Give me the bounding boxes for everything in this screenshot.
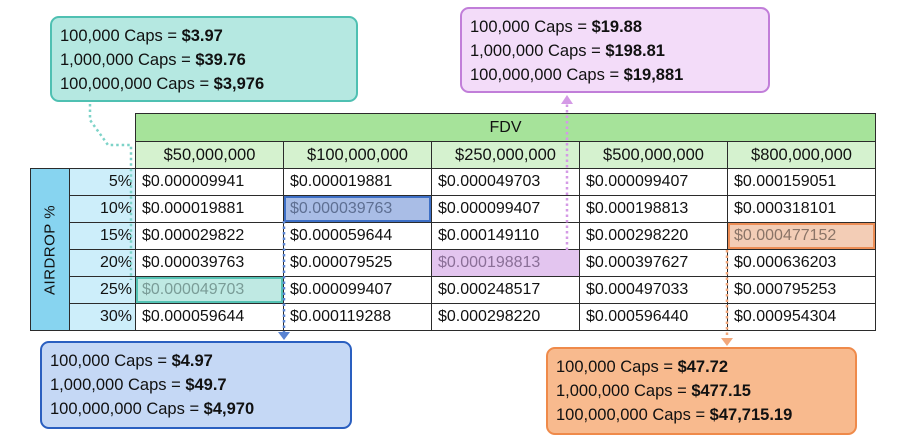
highlighted-cell-purple: $0.000198813 — [431, 249, 580, 277]
orange-arrowhead — [721, 338, 733, 346]
table-cell: $0.000099407 — [431, 195, 580, 223]
column-header-row: $50,000,000 $100,000,000 $250,000,000 $5… — [31, 141, 876, 169]
callout-label: 100,000 Caps = — [470, 18, 592, 36]
callout-value: $47.72 — [677, 358, 729, 376]
column-header: $50,000,000 — [135, 141, 284, 169]
callout-value: $4.97 — [171, 352, 213, 370]
callout-line: 100,000 Caps = $4.97 — [50, 349, 342, 373]
column-header: $500,000,000 — [579, 141, 728, 169]
callout-value: $3,976 — [213, 75, 265, 93]
callout-line: 100,000,000 Caps = $3,976 — [60, 72, 348, 96]
callout-line: 100,000 Caps = $47.72 — [556, 355, 847, 379]
callout-value: $198.81 — [605, 42, 665, 60]
callout-value: $19,881 — [623, 66, 684, 84]
table-row: 20% $0.000039763 $0.000079525 $0.0001988… — [31, 249, 876, 277]
table-cell: $0.000397627 — [579, 249, 728, 277]
table-cell: $0.000159051 — [727, 168, 876, 196]
row-header: 10% — [69, 195, 136, 223]
table-cell: $0.000248517 — [431, 276, 580, 304]
callout-label: 100,000,000 Caps = — [60, 75, 214, 93]
table-cell: $0.000049703 — [431, 168, 580, 196]
callout-line: 100,000,000 Caps = $4,970 — [50, 397, 342, 421]
table-cell: $0.000059644 — [135, 303, 284, 331]
row-header: 15% — [69, 222, 136, 250]
table-cell: $0.000099407 — [283, 276, 432, 304]
callout-label: 1,000,000 Caps = — [50, 376, 186, 394]
table-cell: $0.000636203 — [727, 249, 876, 277]
callout-purple: 100,000 Caps = $19.88 1,000,000 Caps = $… — [460, 7, 770, 93]
airdrop-axis-text: AIRDROP % — [41, 204, 59, 295]
row-header: 30% — [69, 303, 136, 331]
fdv-header: FDV — [135, 113, 876, 142]
row-header: 25% — [69, 276, 136, 304]
airdrop-axis-label: AIRDROP % — [30, 168, 70, 331]
callout-blue: 100,000 Caps = $4.97 1,000,000 Caps = $4… — [40, 341, 352, 429]
callout-line: 1,000,000 Caps = $198.81 — [470, 39, 760, 63]
column-header: $100,000,000 — [283, 141, 432, 169]
table-cell: $0.000795253 — [727, 276, 876, 304]
table-cell: $0.000596440 — [579, 303, 728, 331]
callout-orange: 100,000 Caps = $47.72 1,000,000 Caps = $… — [546, 347, 857, 435]
table-cell: $0.000059644 — [283, 222, 432, 250]
callout-line: 1,000,000 Caps = $477.15 — [556, 379, 847, 403]
callout-value: $47,715.19 — [709, 406, 793, 424]
table-row: 30% $0.000059644 $0.000119288 $0.0002982… — [31, 303, 876, 331]
column-header: $800,000,000 — [727, 141, 876, 169]
callout-line: 1,000,000 Caps = $39.76 — [60, 48, 348, 72]
table-cell: $0.000298220 — [431, 303, 580, 331]
callout-label: 1,000,000 Caps = — [470, 42, 606, 60]
callout-line: 1,000,000 Caps = $49.7 — [50, 373, 342, 397]
table-cell: $0.000019881 — [135, 195, 284, 223]
table-cell: $0.000149110 — [431, 222, 580, 250]
table-cell: $0.000318101 — [727, 195, 876, 223]
callout-label: 1,000,000 Caps = — [60, 51, 196, 69]
callout-label: 100,000 Caps = — [556, 358, 678, 376]
callout-value: $19.88 — [591, 18, 643, 36]
callout-label: 1,000,000 Caps = — [556, 382, 692, 400]
callout-line: 100,000,000 Caps = $47,715.19 — [556, 403, 847, 427]
callout-label: 100,000,000 Caps = — [556, 406, 710, 424]
table-row: AIRDROP % 5% $0.000009941 $0.000019881 $… — [30, 168, 876, 331]
row-header: 20% — [69, 249, 136, 277]
table-row: 15% $0.000029822 $0.000059644 $0.0001491… — [31, 222, 876, 250]
callout-label: 100,000,000 Caps = — [50, 400, 204, 418]
callout-value: $477.15 — [691, 382, 751, 400]
callout-line: 100,000 Caps = $3.97 — [60, 24, 348, 48]
table-row: 10% $0.000019881 $0.000039763 $0.0000994… — [31, 195, 876, 223]
table-cell: $0.000954304 — [727, 303, 876, 331]
highlighted-cell-blue: $0.000039763 — [283, 195, 432, 223]
blue-arrowhead — [278, 332, 290, 340]
table-cell: $0.000039763 — [135, 249, 284, 277]
callout-line: 100,000 Caps = $19.88 — [470, 15, 760, 39]
table-row: 25% $0.000049703 $0.000099407 $0.0002485… — [31, 276, 876, 304]
row-header: 5% — [69, 168, 136, 196]
callout-teal: 100,000 Caps = $3.97 1,000,000 Caps = $3… — [50, 16, 358, 102]
purple-arrowhead — [561, 95, 573, 104]
callout-label: 100,000,000 Caps = — [470, 66, 624, 84]
table-cell: $0.000009941 — [135, 168, 284, 196]
table-cell: $0.000019881 — [283, 168, 432, 196]
table-cell: $0.000029822 — [135, 222, 284, 250]
table-cell: $0.000079525 — [283, 249, 432, 277]
highlighted-cell-teal: $0.000049703 — [135, 276, 284, 304]
table-cell: $0.000119288 — [283, 303, 432, 331]
fdv-airdrop-table: FDV $50,000,000 $100,000,000 $250,000,00… — [30, 113, 876, 331]
column-header: $250,000,000 — [431, 141, 580, 169]
table-cell: $0.000198813 — [579, 195, 728, 223]
callout-value: $39.76 — [195, 51, 246, 69]
callout-label: 100,000 Caps = — [50, 352, 172, 370]
table-cell: $0.000298220 — [579, 222, 728, 250]
callout-value: $3.97 — [181, 27, 223, 45]
highlighted-cell-orange: $0.000477152 — [727, 222, 876, 250]
callout-value: $49.7 — [185, 376, 227, 394]
callout-value: $4,970 — [203, 400, 255, 418]
callout-line: 100,000,000 Caps = $19,881 — [470, 63, 760, 87]
fdv-title-row: FDV — [31, 113, 876, 142]
callout-label: 100,000 Caps = — [60, 27, 182, 45]
table-cell: $0.000497033 — [579, 276, 728, 304]
table-cell: $0.000099407 — [579, 168, 728, 196]
